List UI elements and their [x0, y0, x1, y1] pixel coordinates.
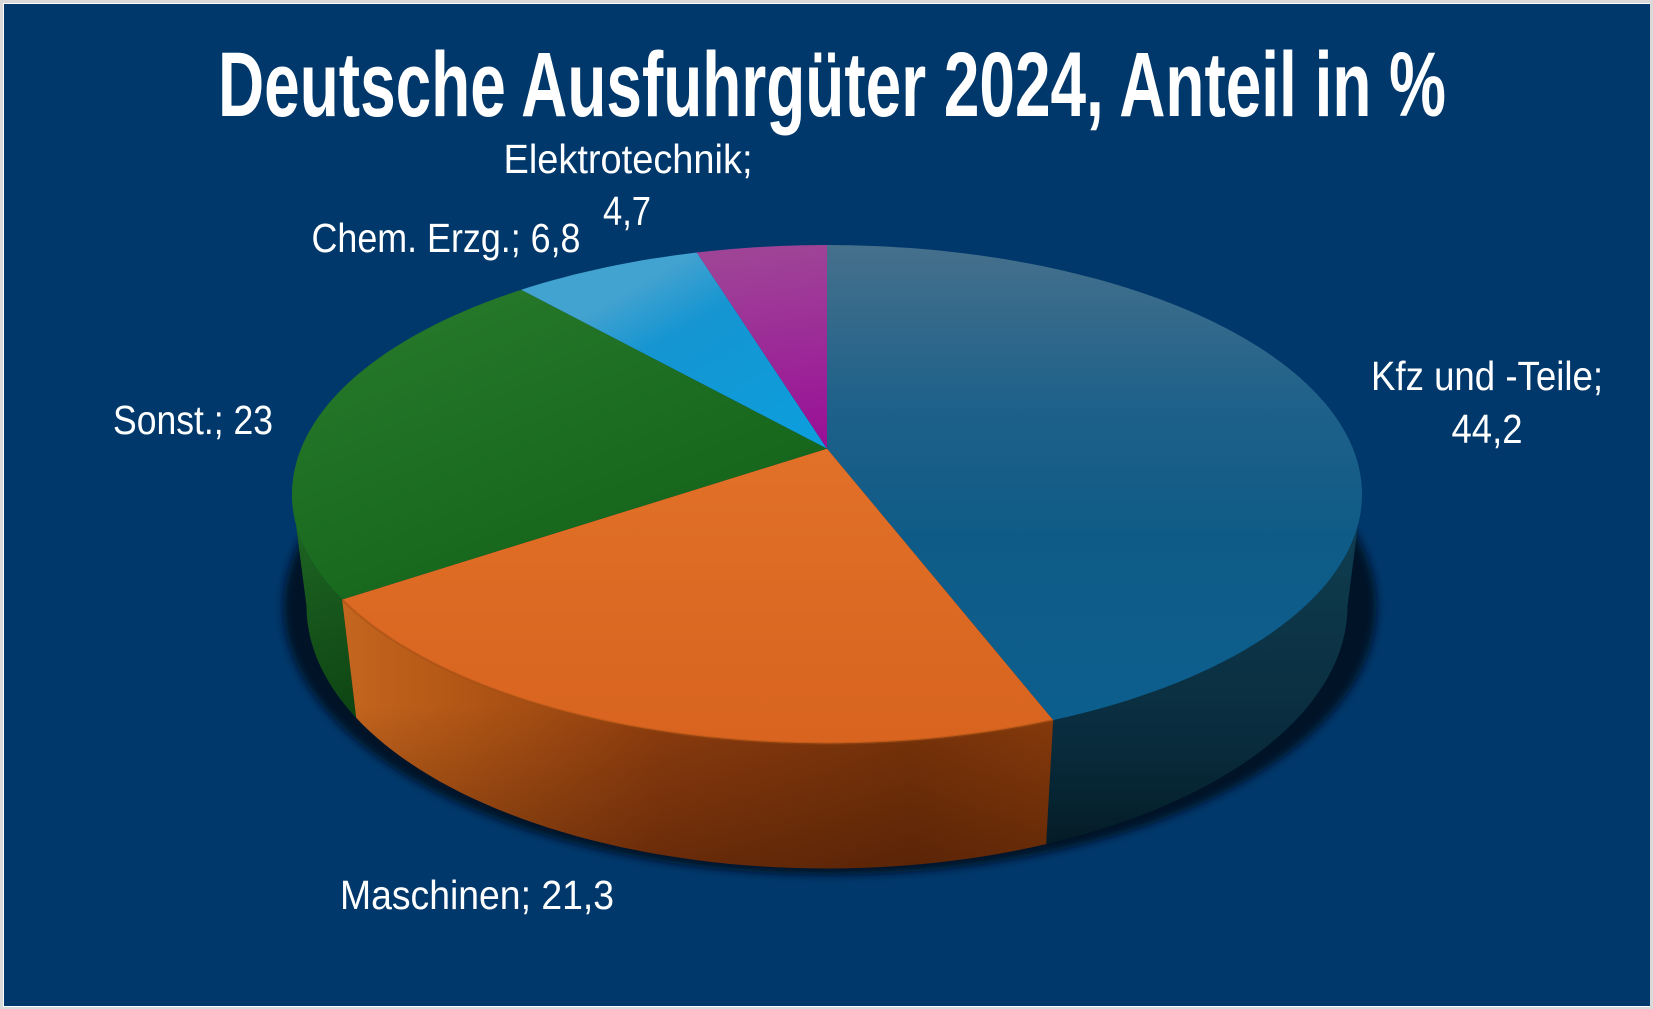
svg-text:4,7: 4,7 [603, 188, 651, 234]
svg-text:Maschinen; 21,3: Maschinen; 21,3 [340, 872, 614, 918]
svg-text:Sonst.; 23: Sonst.; 23 [113, 397, 273, 443]
svg-text:44,2: 44,2 [1452, 406, 1523, 452]
svg-text:Kfz und -Teile;: Kfz und -Teile; [1371, 353, 1603, 399]
svg-text:Chem. Erzg.; 6,8: Chem. Erzg.; 6,8 [312, 215, 581, 261]
svg-text:Deutsche Ausfuhrgüter 2024, An: Deutsche Ausfuhrgüter 2024, Anteil in % [218, 34, 1446, 136]
svg-text:Elektrotechnik;: Elektrotechnik; [504, 136, 753, 182]
